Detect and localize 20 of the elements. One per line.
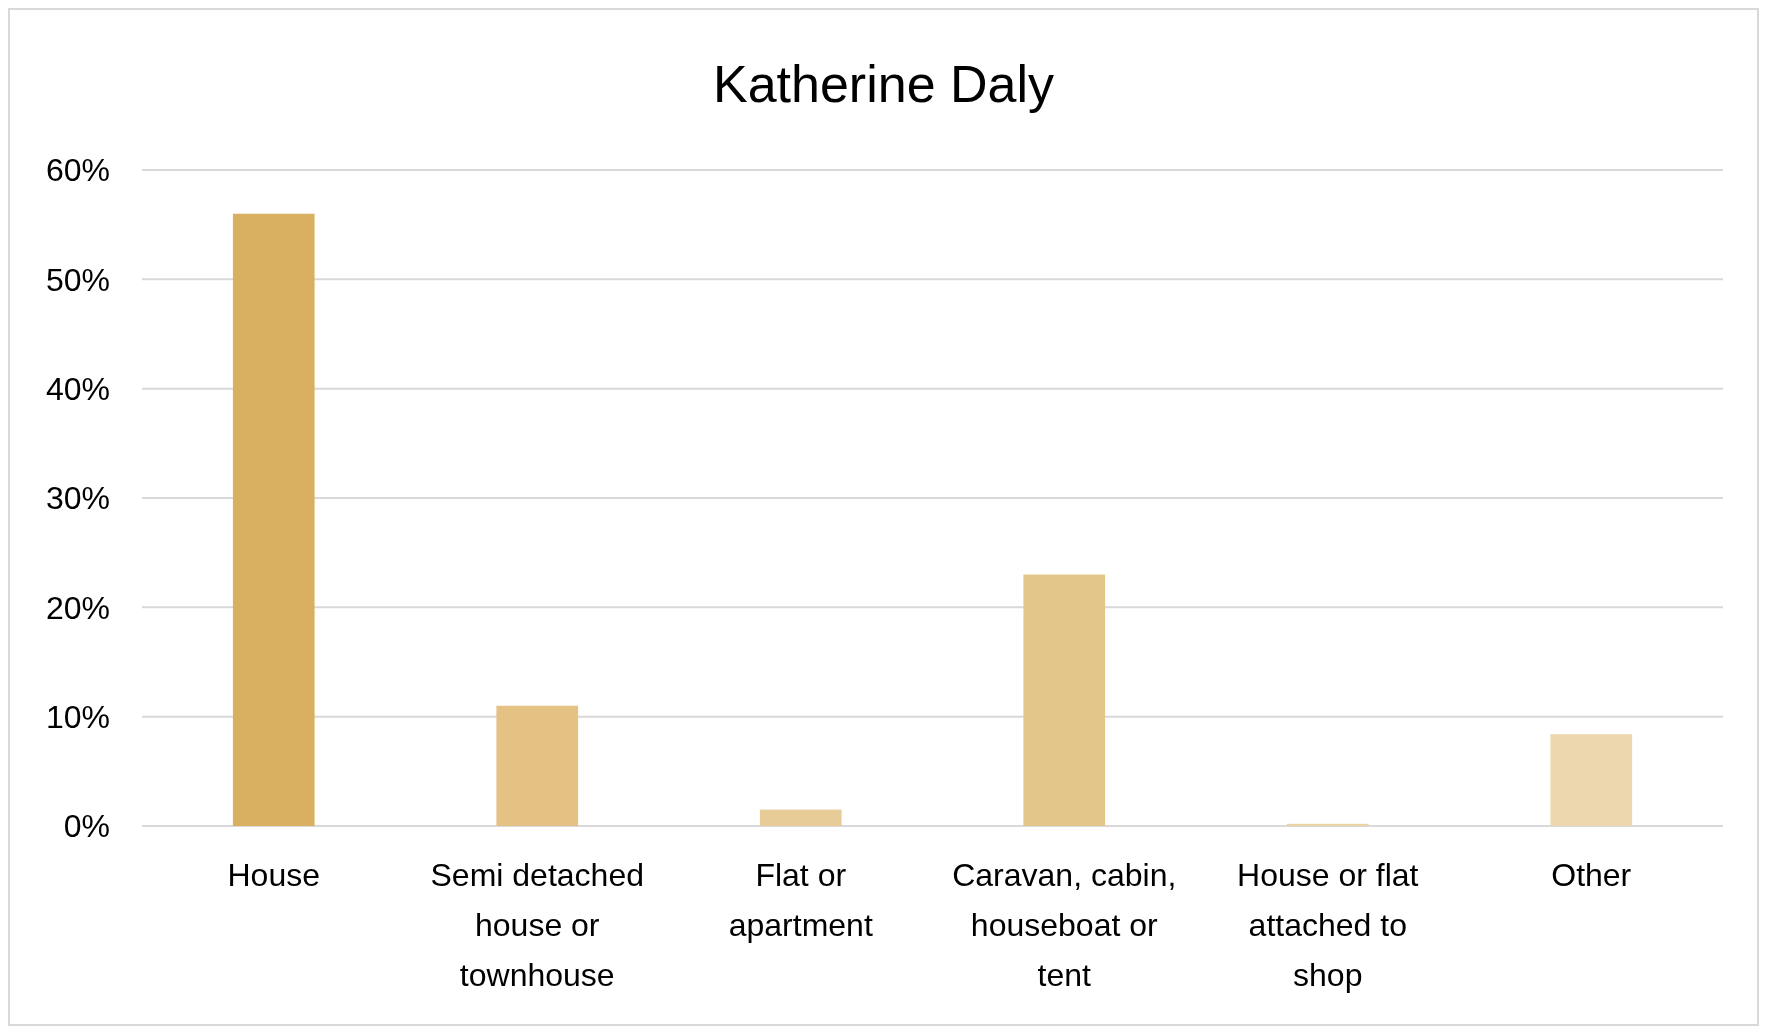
bar [759, 809, 842, 826]
y-tick-label: 10% [45, 698, 110, 735]
y-tick-label: 40% [45, 370, 110, 407]
x-tick-label: Caravan, cabin, houseboat or tent [952, 857, 1177, 993]
bar [1023, 574, 1106, 826]
y-tick-label: 60% [45, 152, 110, 189]
x-tick-label: Flat or apartment [728, 857, 873, 943]
bar [232, 213, 315, 826]
y-tick-label: 50% [45, 261, 110, 298]
x-tick-label: House [227, 857, 320, 893]
y-tick-label: 20% [45, 589, 110, 626]
bar [1286, 823, 1369, 826]
x-tick-label: House or flat attached to shop [1237, 857, 1419, 993]
y-tick-label: 30% [45, 480, 110, 517]
bar [496, 705, 579, 826]
bar [1550, 734, 1633, 826]
x-tick-label: Other [1551, 857, 1632, 893]
chart-title: Katherine Daly [712, 55, 1055, 113]
y-tick-label: 0% [63, 808, 110, 845]
x-tick-label: Semi detached house or townhouse [430, 857, 644, 993]
